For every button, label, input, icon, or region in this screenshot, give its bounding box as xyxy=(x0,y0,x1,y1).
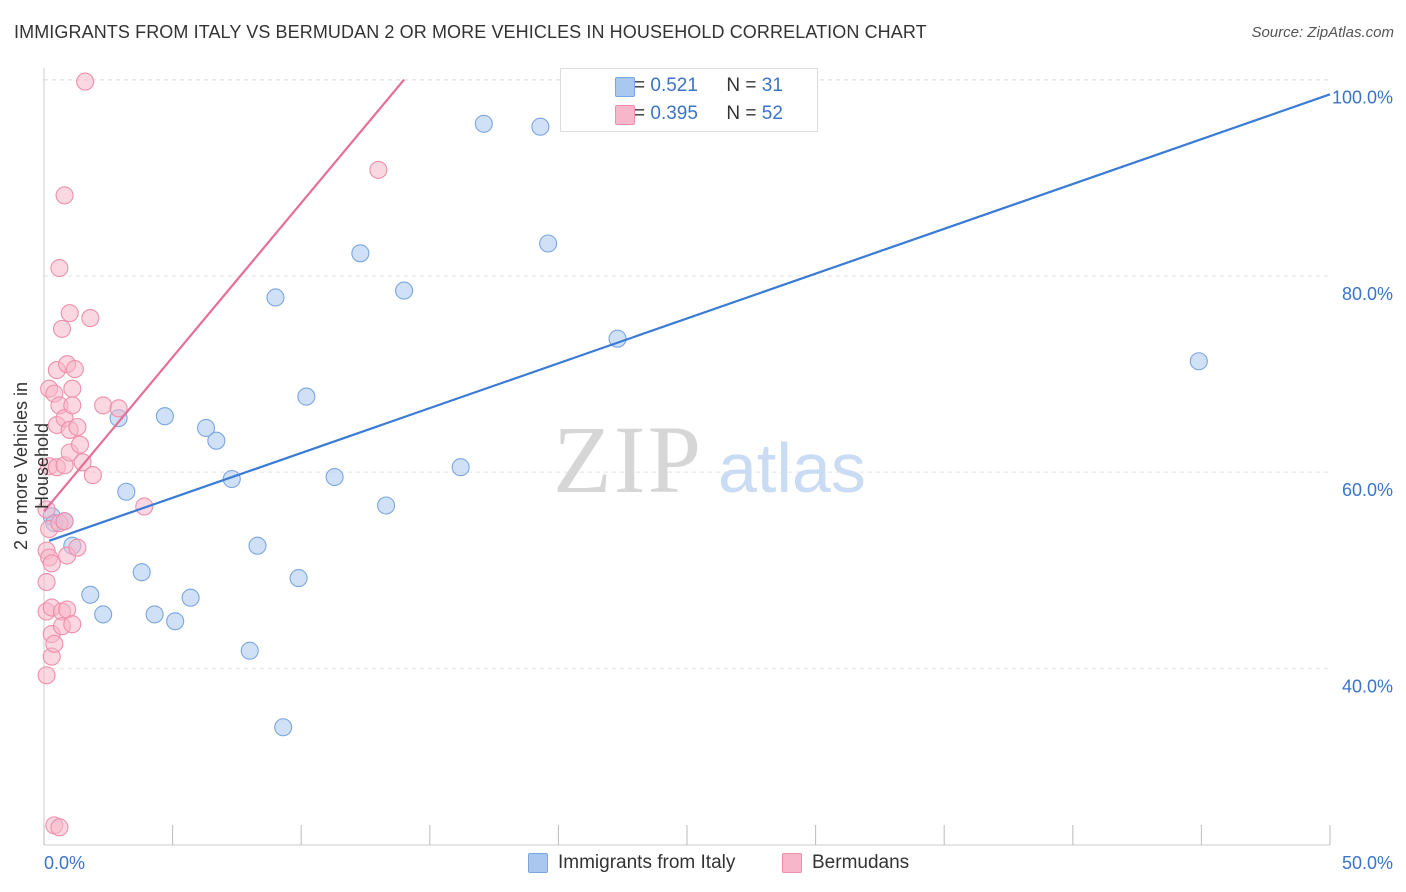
point-1-43 xyxy=(73,453,92,472)
legend-row-bermudans: R = 0.395 N = 52 xyxy=(587,102,783,126)
point-0-4 xyxy=(81,585,100,604)
point-1-33 xyxy=(60,304,79,323)
x-tick-label-1: 50.0% xyxy=(1342,853,1393,873)
legend-swatch-bermudans xyxy=(782,853,802,873)
point-0-20 xyxy=(289,569,308,588)
point-1-12 xyxy=(42,554,61,573)
point-1-26 xyxy=(55,186,74,205)
point-1-44 xyxy=(76,72,95,91)
point-0-31 xyxy=(1189,352,1208,371)
legend-row-italy: R = 0.521 N = 31 xyxy=(587,74,783,98)
point-0-28 xyxy=(531,117,550,136)
point-1-29 xyxy=(55,512,74,531)
point-0-5 xyxy=(94,605,113,624)
point-0-13 xyxy=(196,418,216,438)
legend-r-value: 0.395 xyxy=(650,103,698,124)
legend-n-value: 52 xyxy=(761,103,783,124)
point-0-18 xyxy=(266,288,285,307)
legend-swatch-italy xyxy=(528,853,548,873)
point-1-41 xyxy=(68,538,87,557)
point-0-22 xyxy=(325,467,344,487)
point-1-38 xyxy=(63,615,82,634)
point-1-47 xyxy=(94,396,113,415)
point-1-14 xyxy=(45,634,64,653)
point-1-2 xyxy=(37,572,56,592)
point-0-11 xyxy=(166,612,185,631)
point-1-19 xyxy=(50,258,69,278)
point-1-42 xyxy=(70,435,90,454)
legend-label-bermudans: Bermudans xyxy=(812,852,910,873)
grid-lines xyxy=(44,79,1330,669)
point-0-16 xyxy=(240,641,259,660)
point-0-17 xyxy=(248,536,267,555)
point-1-36 xyxy=(63,379,82,398)
legend-n-value: 31 xyxy=(761,75,783,96)
watermark: ZIP atlas xyxy=(553,406,866,513)
legend-swatch-italy xyxy=(615,77,635,97)
x-tick-labels: 0.0% 50.0% xyxy=(44,853,1393,873)
point-1-22 xyxy=(50,818,69,837)
point-1-37 xyxy=(63,396,82,415)
point-0-27 xyxy=(474,114,493,133)
y-tick-label-1: 60.0% xyxy=(1342,480,1393,500)
point-0-8 xyxy=(132,563,151,582)
point-0-12 xyxy=(181,588,200,607)
point-0-25 xyxy=(395,281,414,300)
point-0-19 xyxy=(274,718,293,737)
point-0-26 xyxy=(451,458,470,477)
y-tick-label-3: 100.0% xyxy=(1332,88,1393,108)
watermark-zip: ZIP xyxy=(553,406,703,513)
trend-line-1 xyxy=(43,78,405,513)
y-tick-label-2: 80.0% xyxy=(1342,284,1393,304)
point-1-39 xyxy=(65,360,84,379)
chart-title: IMMIGRANTS FROM ITALY VS BERMUDAN 2 OR M… xyxy=(14,22,927,42)
source-label: Source: ZipAtlas.com xyxy=(1251,24,1394,41)
point-0-9 xyxy=(145,605,164,624)
legend-item-italy[interactable]: Immigrants from Italy xyxy=(528,852,735,874)
x-tick-label-0: 0.0% xyxy=(44,853,85,873)
point-0-21 xyxy=(297,387,316,406)
trend-line-0 xyxy=(48,93,1331,542)
point-1-40 xyxy=(68,417,87,437)
point-1-45 xyxy=(81,309,100,328)
legend-item-bermudans[interactable]: Bermudans xyxy=(782,852,909,874)
series-legend: Immigrants from Italy Bermudans xyxy=(0,852,1406,878)
legend-r-value: 0.521 xyxy=(650,75,698,96)
point-1-46 xyxy=(83,466,102,485)
point-1-23 xyxy=(52,319,72,338)
point-0-7 xyxy=(117,482,136,501)
legend-n-label: N = xyxy=(726,75,757,96)
point-1-48 xyxy=(109,399,128,418)
watermark-atlas: atlas xyxy=(718,429,866,507)
series-bermudans-points xyxy=(37,72,388,837)
y-tick-labels: 40.0% 60.0% 80.0% 100.0% xyxy=(1332,88,1393,697)
point-1-50 xyxy=(369,160,388,179)
point-0-14 xyxy=(207,431,226,450)
y-axis-label: 2 or more Vehicles in Household xyxy=(11,381,52,551)
point-1-4 xyxy=(37,666,56,685)
point-1-49 xyxy=(135,497,154,516)
point-0-10 xyxy=(155,407,174,426)
point-0-24 xyxy=(377,496,396,515)
axes xyxy=(43,68,1331,846)
legend-n-label: N = xyxy=(726,103,757,124)
point-0-23 xyxy=(351,244,370,263)
legend-label-italy: Immigrants from Italy xyxy=(558,852,736,873)
legend-swatch-bermudans xyxy=(615,105,635,125)
point-0-29 xyxy=(539,234,558,253)
stats-legend: R = 0.521 N = 31 R = 0.395 N = 52 xyxy=(560,68,818,132)
y-tick-label-0: 40.0% xyxy=(1342,676,1393,696)
trend-lines xyxy=(43,78,1331,542)
